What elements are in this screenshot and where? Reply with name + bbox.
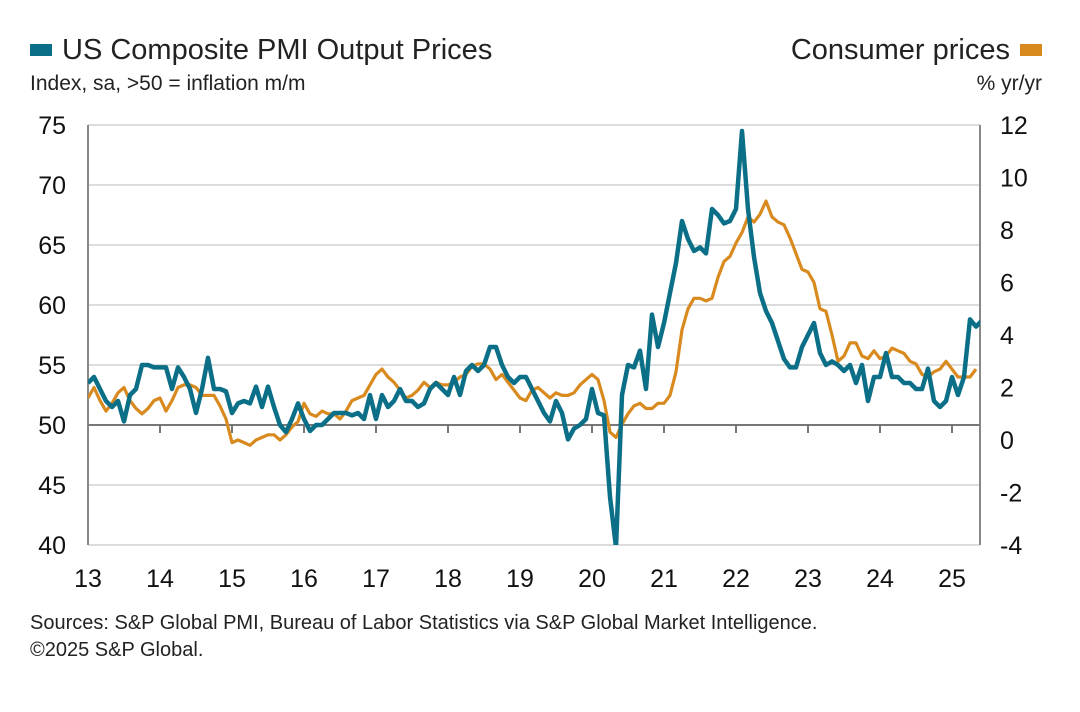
x-tick-label: 19 (506, 565, 534, 593)
right-tick-label: 12 (1000, 112, 1028, 140)
right-tick-label: 10 (1000, 165, 1028, 193)
x-tick-label: 22 (722, 565, 750, 593)
left-tick-label: 40 (38, 532, 66, 560)
x-tick-label: 25 (938, 565, 966, 593)
right-tick-label: 0 (1000, 427, 1014, 455)
source-note: Sources: S&P Global PMI, Bureau of Labor… (30, 610, 817, 664)
left-tick-label: 75 (38, 112, 66, 140)
source-line: Sources: S&P Global PMI, Bureau of Labor… (30, 612, 818, 634)
left-tick-label: 50 (38, 412, 66, 440)
left-tick-label: 45 (38, 472, 66, 500)
x-tick-label: 16 (290, 565, 318, 593)
x-tick-label: 14 (146, 565, 174, 593)
series-line-cpi (88, 199, 978, 447)
right-axis-subtitle: % yr/yr (976, 72, 1042, 95)
x-tick-label: 24 (866, 565, 894, 593)
x-tick-label: 18 (434, 565, 462, 593)
right-tick-label: -2 (1000, 480, 1022, 508)
legend-swatch-pmi (30, 44, 52, 56)
left-tick-label: 60 (38, 292, 66, 320)
x-tick-label: 17 (362, 565, 390, 593)
x-tick-label: 15 (218, 565, 246, 593)
right-tick-label: 4 (1000, 322, 1014, 350)
legend-title-pmi: US Composite PMI Output Prices (62, 34, 493, 66)
x-tick-label: 20 (578, 565, 606, 593)
left-axis-subtitle: Index, sa, >50 = inflation m/m (30, 72, 306, 95)
right-tick-label: -4 (1000, 532, 1022, 560)
right-tick-label: 6 (1000, 270, 1014, 298)
left-tick-label: 65 (38, 232, 66, 260)
x-tick-label: 13 (74, 565, 102, 593)
x-tick-label: 21 (650, 565, 678, 593)
legend-title-cpi: Consumer prices (790, 34, 1010, 66)
left-tick-label: 55 (38, 352, 66, 380)
right-tick-label: 8 (1000, 217, 1014, 245)
legend-swatch-cpi (1020, 44, 1042, 56)
x-tick-label: 23 (794, 565, 822, 593)
series-line-pmi (88, 128, 980, 545)
right-tick-label: 2 (1000, 375, 1014, 403)
copyright-line: ©2025 S&P Global. (30, 639, 204, 661)
left-tick-label: 70 (38, 172, 66, 200)
